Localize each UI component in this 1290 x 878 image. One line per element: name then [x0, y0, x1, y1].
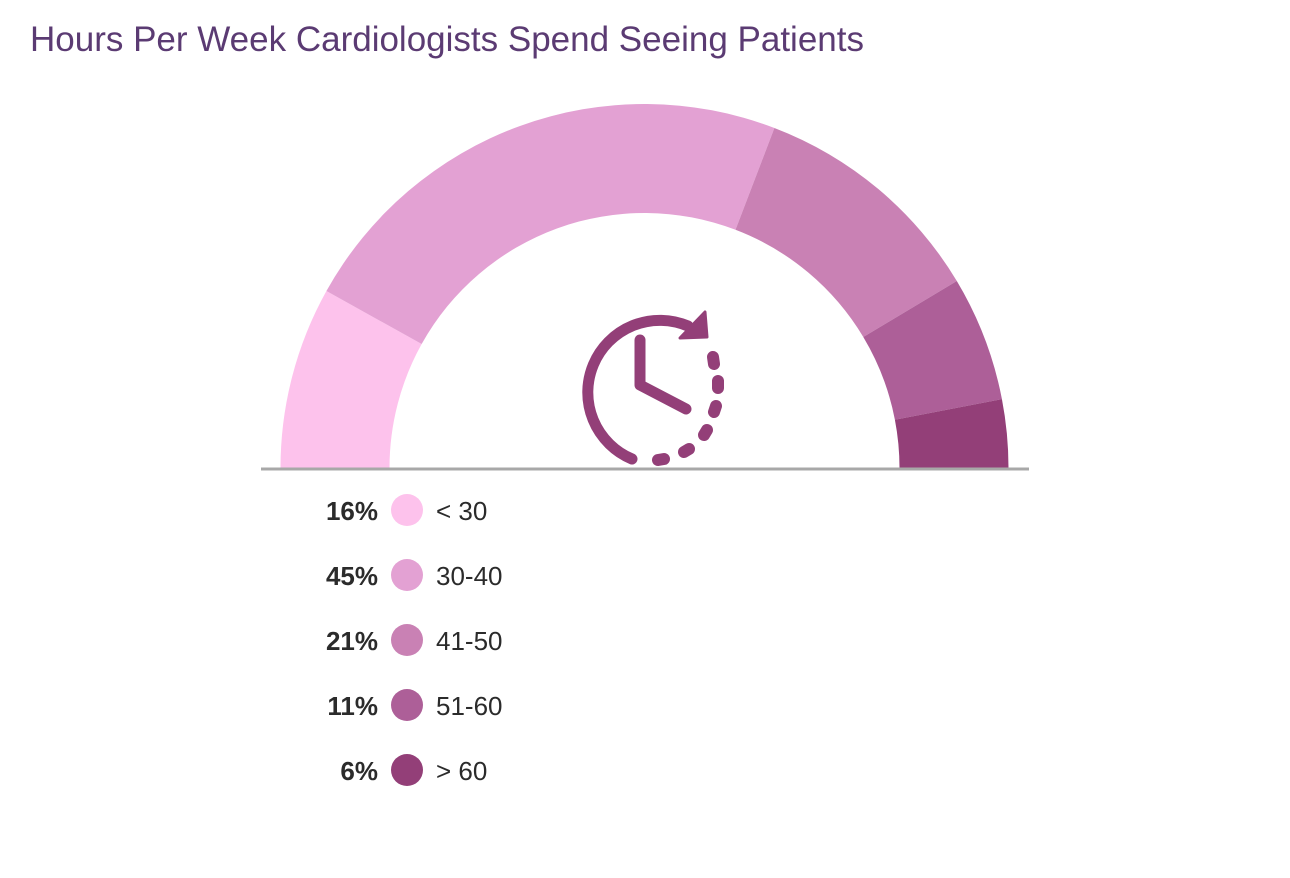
legend-label: 51-60	[436, 691, 503, 721]
legend-swatch	[391, 754, 423, 786]
legend-value: 11%	[327, 691, 378, 721]
legend-swatch	[391, 559, 423, 591]
legend-label: < 30	[436, 496, 487, 526]
slice-2	[735, 127, 957, 338]
legend-value: 21%	[326, 626, 378, 656]
chart-title: Hours Per Week Cardiologists Spend Seein…	[30, 20, 864, 59]
clock-rotate-icon	[582, 310, 724, 466]
slice-1	[326, 103, 775, 345]
slices	[280, 103, 1009, 468]
legend-value: 16%	[326, 496, 378, 526]
legend-swatch	[391, 494, 423, 526]
legend-label: 30-40	[436, 561, 503, 591]
legend-value: 45%	[326, 561, 378, 591]
slice-0	[280, 291, 422, 468]
legend-label: > 60	[436, 756, 487, 786]
slice-3	[863, 281, 1002, 420]
legend-swatch	[391, 689, 423, 721]
legend: 16% < 30 45% 30-40 21% 41-50 11% 51-60 6% > 60	[326, 494, 503, 786]
slice-4	[894, 399, 1009, 468]
legend-swatch	[391, 624, 423, 656]
legend-value: 6%	[340, 756, 378, 786]
legend-label: 41-50	[436, 626, 503, 656]
